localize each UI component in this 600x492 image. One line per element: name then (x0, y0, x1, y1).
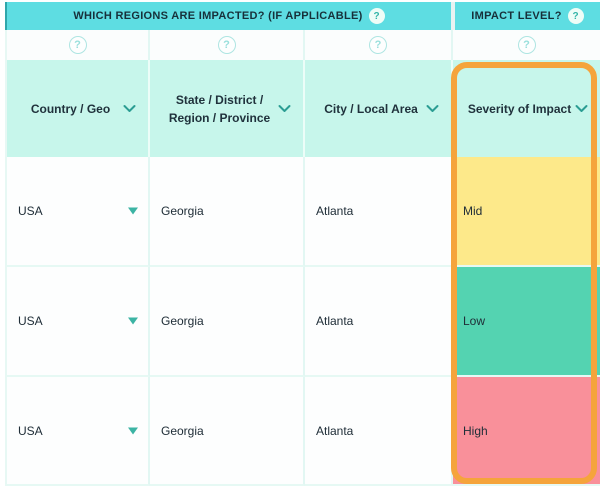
column-help-row: ? ? ? ? (7, 30, 600, 60)
state-value: Georgia (161, 204, 204, 218)
severity-cell[interactable]: High (453, 377, 600, 486)
column-header-label: Severity of Impact (467, 101, 572, 116)
severity-value: Low (463, 314, 486, 328)
table-row: USA Georgia Atlanta Mid (7, 157, 600, 267)
severity-cell[interactable]: Mid (453, 157, 600, 267)
city-cell[interactable]: Atlanta (305, 267, 453, 377)
city-value: Atlanta (316, 204, 354, 218)
chevron-down-icon[interactable] (426, 104, 439, 113)
regions-section-title: WHICH REGIONS ARE IMPACTED? (IF APPLICAB… (73, 10, 363, 22)
column-header-severity[interactable]: Severity of Impact (453, 60, 600, 157)
state-cell[interactable]: Georgia (150, 157, 305, 267)
section-header-bar: WHICH REGIONS ARE IMPACTED? (IF APPLICAB… (5, 2, 600, 30)
country-cell[interactable]: USA (7, 377, 150, 486)
help-icon[interactable]: ? (217, 36, 236, 54)
state-value: Georgia (161, 314, 204, 328)
help-cell-state: ? (150, 30, 305, 60)
help-icon[interactable]: ? (517, 36, 536, 54)
help-cell-country: ? (7, 30, 150, 60)
city-value: Atlanta (316, 423, 354, 438)
country-cell[interactable]: USA (7, 267, 150, 377)
column-header-country[interactable]: Country / Geo (7, 60, 150, 157)
city-cell[interactable]: Atlanta (305, 157, 453, 267)
table-row: USA Georgia Atlanta High (7, 377, 600, 486)
help-icon[interactable]: ? (68, 36, 87, 54)
help-icon[interactable]: ? (567, 8, 584, 24)
city-cell[interactable]: Atlanta (305, 377, 453, 486)
country-value: USA (18, 423, 43, 438)
dropdown-triangle-icon[interactable] (128, 427, 138, 434)
severity-value: High (463, 423, 488, 438)
state-cell[interactable]: Georgia (150, 267, 305, 377)
column-header-label: City / Local Area (324, 101, 418, 116)
chevron-down-icon[interactable] (123, 104, 136, 113)
dropdown-triangle-icon[interactable] (128, 207, 138, 215)
bottom-margin (0, 488, 600, 492)
chevron-down-icon[interactable] (278, 104, 291, 113)
city-value: Atlanta (316, 314, 354, 328)
country-cell[interactable]: USA (7, 157, 150, 267)
header-divider (451, 2, 455, 30)
header-left-accent (5, 2, 7, 30)
regions-section-header: WHICH REGIONS ARE IMPACTED? (IF APPLICAB… (7, 2, 451, 30)
table-row: USA Georgia Atlanta Low (7, 267, 600, 377)
impact-section-title: IMPACT LEVEL? (471, 10, 562, 22)
column-header-row: Country / Geo State / District / Region … (7, 60, 600, 157)
country-value: USA (18, 314, 43, 328)
help-icon[interactable]: ? (368, 8, 385, 24)
dropdown-triangle-icon[interactable] (128, 317, 138, 325)
severity-value: Mid (463, 204, 483, 218)
impact-section-header: IMPACT LEVEL? ? (455, 2, 600, 30)
chevron-down-icon[interactable] (575, 104, 588, 113)
help-cell-city: ? (305, 30, 453, 60)
column-header-city[interactable]: City / Local Area (305, 60, 453, 157)
help-icon[interactable]: ? (369, 36, 387, 54)
state-cell[interactable]: Georgia (150, 377, 305, 486)
severity-cell[interactable]: Low (453, 267, 600, 377)
table-body: ? ? ? ? Country / Geo State / District /… (5, 30, 600, 486)
country-value: USA (18, 204, 43, 218)
help-cell-severity: ? (453, 30, 600, 60)
column-header-state[interactable]: State / District / Region / Province (150, 60, 305, 157)
column-header-label: Country / Geo (30, 101, 111, 116)
state-value: Georgia (161, 423, 204, 438)
column-header-label: State / District / Region / Province (168, 92, 271, 125)
